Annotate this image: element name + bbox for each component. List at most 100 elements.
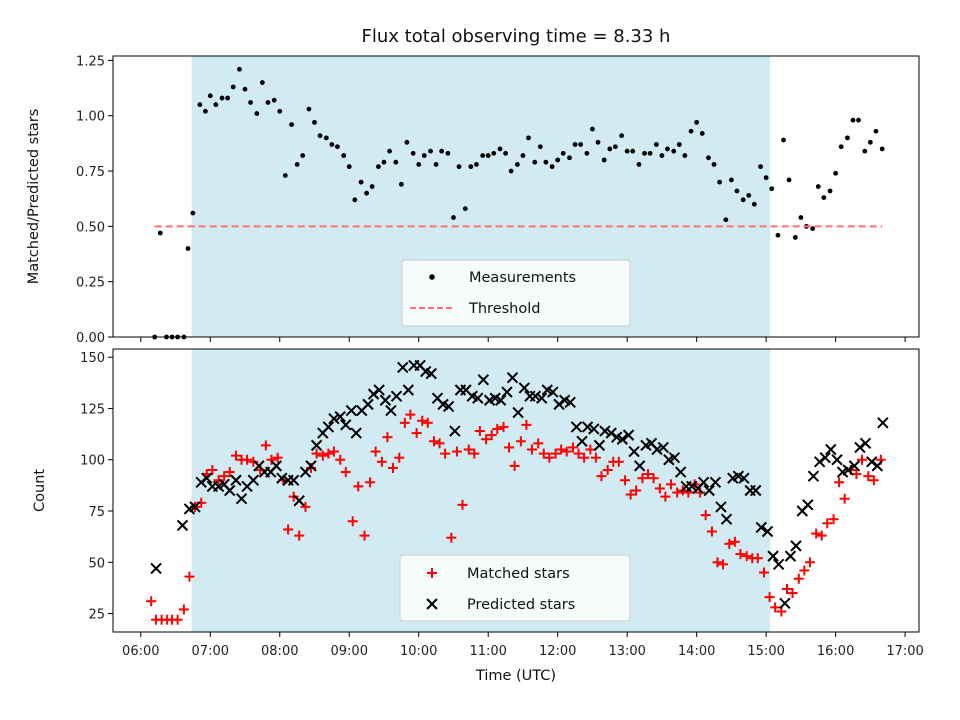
matched-star-point bbox=[759, 567, 770, 578]
matched-star-point bbox=[207, 464, 218, 475]
matched-star-point bbox=[498, 421, 509, 432]
measurement-point bbox=[451, 215, 456, 220]
measurement-point bbox=[213, 102, 219, 108]
predicted-star-point bbox=[819, 451, 831, 464]
measurement-point bbox=[532, 159, 538, 165]
matched-star-point bbox=[317, 450, 328, 461]
predicted-star-point bbox=[581, 421, 594, 433]
xtick-label: 10:00 bbox=[400, 644, 437, 659]
matched-star-point bbox=[718, 559, 729, 570]
predicted-star-point bbox=[616, 433, 629, 445]
matched-star-point bbox=[300, 501, 311, 512]
top-panel: 0.00 0.25 0.50 0.75 1.00 1.25 Matched/Predict… bbox=[26, 54, 920, 346]
measurement-point bbox=[630, 148, 636, 154]
matched-star-point bbox=[388, 462, 399, 473]
predicted-star-point bbox=[402, 384, 415, 396]
predicted-star-point bbox=[709, 476, 722, 489]
matched-star-point bbox=[323, 448, 334, 459]
measurement-point bbox=[549, 164, 555, 170]
top-legend: Measurements Threshold bbox=[401, 259, 631, 327]
predicted-star-point bbox=[859, 437, 872, 450]
predicted-star-point bbox=[518, 382, 531, 394]
xtick-label: 15:00 bbox=[747, 644, 784, 659]
predicted-star-point bbox=[871, 460, 884, 472]
matched-star-point bbox=[764, 592, 775, 603]
xtick-label: 06:00 bbox=[122, 644, 159, 659]
matched-star-point bbox=[550, 448, 561, 459]
measurement-point bbox=[259, 80, 265, 85]
matched-star-point bbox=[347, 516, 358, 527]
measurement-point bbox=[642, 150, 647, 156]
legend-predicted-label: Predicted stars bbox=[467, 597, 575, 613]
matched-star-point bbox=[735, 549, 746, 560]
legend-measurements-marker bbox=[429, 274, 435, 280]
measurement-point bbox=[711, 162, 717, 167]
xtick-label: 12:00 bbox=[539, 644, 576, 659]
xtick-label: 07:00 bbox=[192, 644, 229, 659]
matched-star-point bbox=[648, 473, 659, 484]
measurement-point bbox=[248, 100, 253, 105]
measurement-point bbox=[682, 153, 688, 158]
matched-star-point bbox=[631, 485, 642, 496]
matched-star-point bbox=[272, 452, 283, 463]
predicted-star-point bbox=[270, 460, 282, 472]
measurement-point bbox=[289, 122, 294, 127]
predicted-star-point bbox=[825, 443, 837, 456]
measurement-point bbox=[207, 93, 213, 99]
predicted-star-point bbox=[189, 501, 201, 513]
measurement-point bbox=[237, 66, 242, 72]
measurement-point bbox=[410, 150, 416, 156]
measurement-point bbox=[758, 164, 763, 170]
top-axes-frame bbox=[112, 55, 920, 338]
predicted-star-point bbox=[599, 425, 611, 437]
predicted-star-point bbox=[495, 394, 507, 406]
measurement-point bbox=[815, 184, 821, 189]
measurement-point bbox=[468, 164, 474, 170]
matched-star-point bbox=[665, 479, 676, 490]
measurement-point bbox=[381, 159, 387, 165]
predicted-star-point bbox=[362, 398, 374, 411]
measurement-point bbox=[445, 150, 451, 156]
top-ytick-label: 1.25 bbox=[76, 54, 105, 69]
predicted-star-point bbox=[576, 435, 588, 447]
measurement-point bbox=[387, 148, 392, 154]
matched-star-point bbox=[429, 436, 440, 447]
matched-star-point bbox=[417, 415, 428, 426]
measurement-point bbox=[706, 155, 711, 161]
matched-star-point bbox=[328, 446, 339, 457]
matched-star-point bbox=[178, 604, 189, 615]
predicted-star-point bbox=[506, 372, 519, 384]
measurement-point bbox=[567, 155, 572, 161]
predicted-star-point bbox=[397, 361, 409, 374]
matched-star-point bbox=[422, 417, 433, 428]
predicted-star-point bbox=[628, 445, 640, 458]
top-y-ticks: 0.00 0.25 0.50 0.75 1.00 1.25 bbox=[76, 54, 113, 346]
predicted-star-point bbox=[842, 464, 854, 476]
matched-star-point bbox=[643, 469, 654, 480]
matched-star-point bbox=[446, 532, 457, 543]
predicted-star-point bbox=[772, 558, 785, 571]
matched-star-point bbox=[184, 571, 195, 582]
predicted-star-point bbox=[385, 404, 397, 417]
predicted-star-point bbox=[715, 501, 727, 513]
measurement-point bbox=[833, 170, 839, 176]
matched-star-point bbox=[224, 467, 235, 478]
matched-star-point bbox=[411, 428, 422, 439]
matched-star-point bbox=[538, 448, 549, 459]
measurement-point bbox=[856, 117, 861, 123]
measurement-point bbox=[480, 153, 486, 158]
matched-star-point bbox=[469, 448, 480, 459]
predicted-star-point bbox=[512, 406, 524, 419]
matched-star-point bbox=[533, 438, 544, 449]
matched-star-point bbox=[440, 448, 451, 459]
bottom-panel: 25 50 75 100 125 150 06:00 07:00 08:00 09:00 10:0… bbox=[32, 348, 924, 684]
xtick-label: 13:00 bbox=[608, 644, 645, 659]
measurement-point bbox=[734, 188, 740, 194]
predicted-star-point bbox=[287, 474, 300, 486]
matched-star-point bbox=[544, 452, 555, 463]
measurement-point bbox=[838, 144, 844, 150]
predicted-star-point bbox=[848, 460, 861, 472]
predicted-star-point bbox=[340, 419, 352, 431]
top-ytick-label: 1.00 bbox=[76, 110, 105, 125]
measurement-point bbox=[781, 137, 786, 143]
